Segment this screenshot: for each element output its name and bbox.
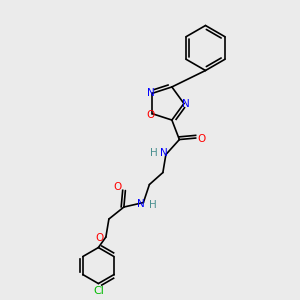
- Text: N: N: [160, 148, 167, 158]
- Text: O: O: [114, 182, 122, 192]
- Text: N: N: [147, 88, 155, 98]
- Text: O: O: [197, 134, 206, 144]
- Text: N: N: [182, 99, 189, 109]
- Text: H: H: [150, 148, 158, 158]
- Text: O: O: [147, 110, 155, 120]
- Text: N: N: [137, 199, 145, 208]
- Text: H: H: [149, 200, 157, 210]
- Text: Cl: Cl: [93, 286, 104, 296]
- Text: O: O: [96, 233, 104, 243]
